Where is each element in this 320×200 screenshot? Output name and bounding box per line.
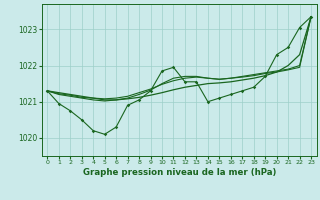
X-axis label: Graphe pression niveau de la mer (hPa): Graphe pression niveau de la mer (hPa)	[83, 168, 276, 177]
